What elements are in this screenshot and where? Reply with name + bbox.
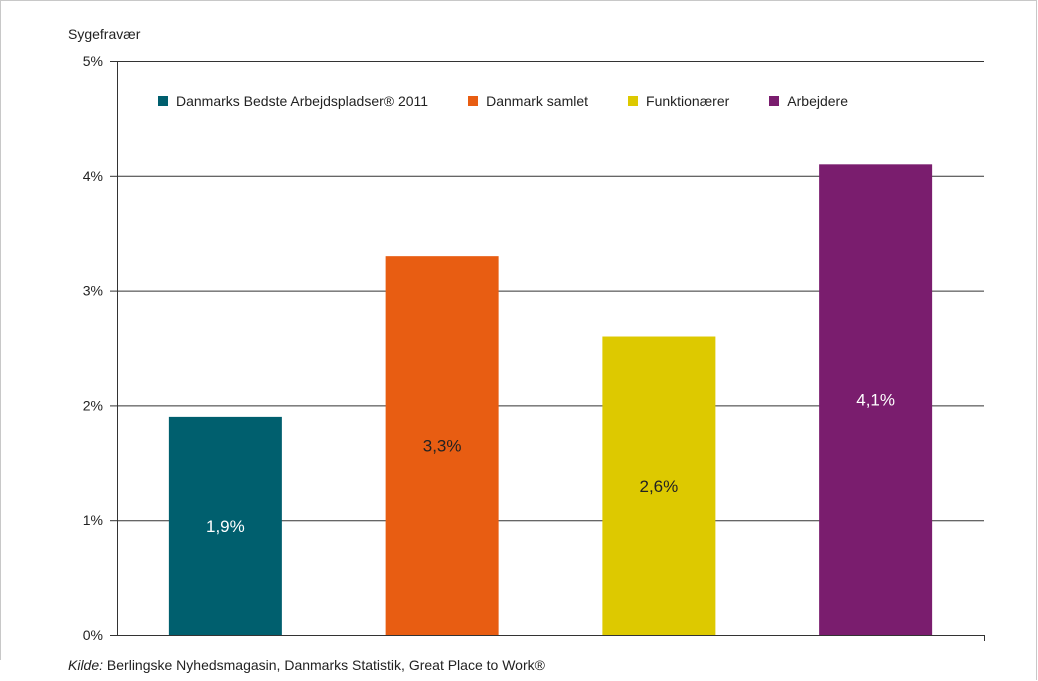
y-tick-label: 3% <box>83 283 103 299</box>
legend-swatch-danmark-samlet <box>468 96 479 106</box>
legend-swatch-dba <box>158 96 168 106</box>
legend-item-arbejdere: Arbejdere <box>769 93 848 109</box>
legend-label-funktionaerer: Funktionærer <box>646 93 730 109</box>
bar-data-label: 1,9% <box>206 517 245 536</box>
bar <box>602 336 716 635</box>
chart-frame-left-edge <box>0 0 1 660</box>
source-prefix: Kilde: <box>68 657 104 673</box>
source-note: Kilde: Berlingske Nyhedsmagasin, Danmark… <box>68 657 545 673</box>
chart-legend: Danmarks Bedste Arbejdspladser® 2011 Dan… <box>158 93 848 109</box>
legend-item-danmark-samlet: Danmark samlet <box>468 93 588 109</box>
legend-item-funktionaerer: Funktionærer <box>628 93 729 109</box>
legend-label-danmark-samlet: Danmark samlet <box>486 93 589 109</box>
y-tick-label: 5% <box>83 53 103 69</box>
legend-swatch-funktionaerer <box>628 96 639 106</box>
legend-item-dba: Danmarks Bedste Arbejdspladser® 2011 <box>158 93 428 109</box>
bar <box>385 256 499 635</box>
y-tick-label: 1% <box>83 512 103 528</box>
legend-label-dba: Danmarks Bedste Arbejdspladser® 2011 <box>176 93 429 109</box>
bar <box>819 164 933 635</box>
y-tick-label: 4% <box>83 168 103 184</box>
y-tick-label: 2% <box>83 397 103 413</box>
bar <box>168 416 282 635</box>
bar-data-label: 4,1% <box>856 391 895 410</box>
legend-label-arbejdere: Arbejdere <box>787 93 848 109</box>
bar-data-label: 2,6% <box>640 477 679 496</box>
y-axis-label: Sygefravær <box>68 26 141 42</box>
y-tick-label: 0% <box>83 627 103 643</box>
legend-swatch-arbejdere <box>769 96 780 106</box>
bar-data-label: 3,3% <box>423 437 462 456</box>
source-text: Berlingske Nyhedsmagasin, Danmarks Stati… <box>103 657 545 673</box>
